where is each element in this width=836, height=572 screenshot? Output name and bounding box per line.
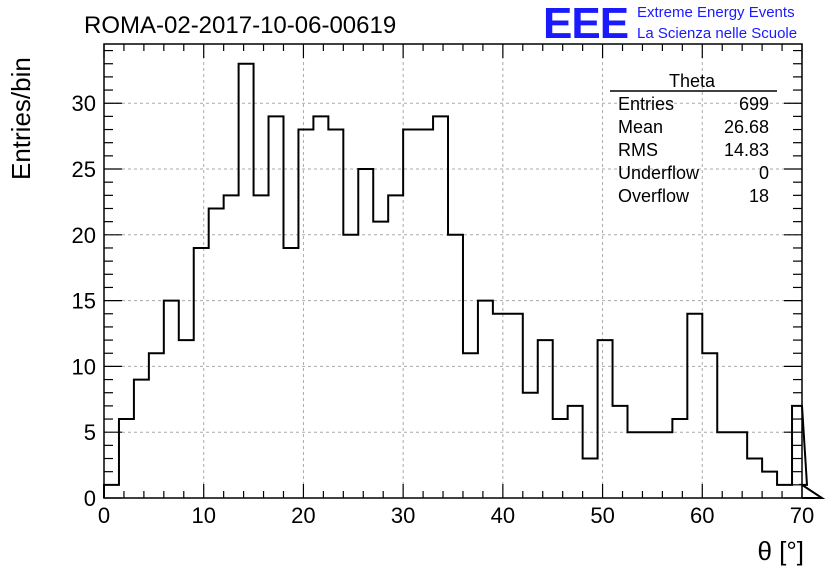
histogram-bin: [298, 130, 313, 498]
y-tick-label: 10: [72, 354, 96, 379]
histogram-bin: [687, 314, 702, 498]
y-tick-label: 15: [72, 289, 96, 314]
eee-logo: EEE: [543, 0, 629, 48]
histogram-bin: [134, 380, 149, 498]
x-tick-label: 20: [291, 503, 315, 528]
histogram-bin: [538, 340, 553, 498]
histogram-bin: [732, 432, 747, 498]
stats-title: Theta: [669, 71, 716, 91]
histogram-bin: [403, 130, 418, 498]
histogram-bin: [523, 393, 538, 498]
histogram-bin: [553, 419, 568, 498]
histogram-bin: [762, 472, 777, 498]
histogram-bin: [508, 314, 523, 498]
histogram-bin: [373, 222, 388, 498]
histogram-bin: [269, 116, 284, 498]
plot-frame: [103, 43, 803, 499]
histogram-bin: [747, 459, 762, 498]
histogram-bin: [583, 459, 598, 498]
x-tick-label: 60: [690, 503, 714, 528]
histogram-bin: [239, 64, 254, 498]
x-tick-label: 30: [391, 503, 415, 528]
stats-label: Underflow: [618, 163, 700, 183]
histogram-bin: [119, 419, 134, 498]
histogram-bin: [224, 195, 239, 498]
histogram-bin: [433, 116, 448, 498]
x-axis-label: θ [°]: [757, 536, 804, 566]
histogram-bins: [104, 64, 802, 498]
stats-label: Mean: [618, 117, 663, 137]
y-tick-label: 0: [84, 486, 96, 511]
histogram-bin: [149, 353, 164, 498]
histogram-bin: [672, 419, 687, 498]
histogram-bin: [493, 314, 508, 498]
histogram-bin: [164, 301, 179, 498]
stats-label: RMS: [618, 140, 658, 160]
histogram-bin: [463, 353, 478, 498]
stats-rows: Entries 699 Mean 26.68 RMS 14.83 Underflow 0 Ove…: [618, 94, 769, 206]
x-tick-label: 70: [790, 503, 814, 528]
histogram-bin: [209, 208, 224, 498]
x-tick-label: 0: [98, 503, 110, 528]
histogram-bin: [478, 301, 493, 498]
histogram-bin: [628, 432, 643, 498]
grid-lines: [104, 44, 802, 498]
histogram-outline: [103, 62, 826, 499]
histogram-bin: [283, 248, 298, 498]
histogram-bin: [418, 130, 433, 498]
y-tick-label: 30: [72, 91, 96, 116]
x-tick-label: 40: [491, 503, 515, 528]
stats-value: 26.68: [724, 117, 769, 137]
histogram-bin: [388, 195, 403, 498]
x-tick-label: 10: [191, 503, 215, 528]
histogram-bin: [598, 340, 613, 498]
eee-line-2: La Scienza nelle Scuole: [637, 25, 798, 42]
y-tick-label: 5: [84, 420, 96, 445]
stats-value: 0: [759, 163, 769, 183]
stats-box: Theta Entries 699 Mean 26.68 RMS 14.83 Underfl…: [610, 71, 777, 206]
stats-value: 14.83: [724, 140, 769, 160]
histogram-bin: [702, 353, 717, 498]
x-tick-label: 50: [590, 503, 614, 528]
stats-label: Entries: [618, 94, 674, 114]
y-tick-label: 25: [72, 157, 96, 182]
histogram-bin: [657, 432, 672, 498]
histogram-bin: [717, 432, 732, 498]
eee-line-1: Extreme Energy Events: [637, 4, 795, 21]
histogram-bin: [328, 130, 343, 498]
y-tick-label: 20: [72, 223, 96, 248]
stats-value: 699: [739, 94, 769, 114]
histogram-bin: [254, 195, 269, 498]
x-tick-labels: 0 10 20 30 40 50 60 70: [98, 503, 814, 528]
histogram-bin: [642, 432, 657, 498]
histogram-bin: [613, 406, 628, 498]
chart-title: ROMA-02-2017-10-06-00619: [84, 12, 396, 39]
histogram-bin: [104, 485, 119, 498]
y-tick-labels: 0 5 10 15 20 25 30: [72, 91, 96, 511]
stats-value: 18: [749, 186, 769, 206]
histogram-bin: [568, 406, 583, 498]
histogram-bin: [313, 116, 328, 498]
histogram-bin: [777, 485, 792, 498]
y-axis-label: Entries/bin: [6, 57, 36, 180]
histogram-bin: [358, 169, 373, 498]
axis-ticks: [103, 44, 803, 499]
histogram-bin: [194, 248, 209, 498]
histogram-bin: [179, 340, 194, 498]
stats-label: Overflow: [618, 186, 690, 206]
